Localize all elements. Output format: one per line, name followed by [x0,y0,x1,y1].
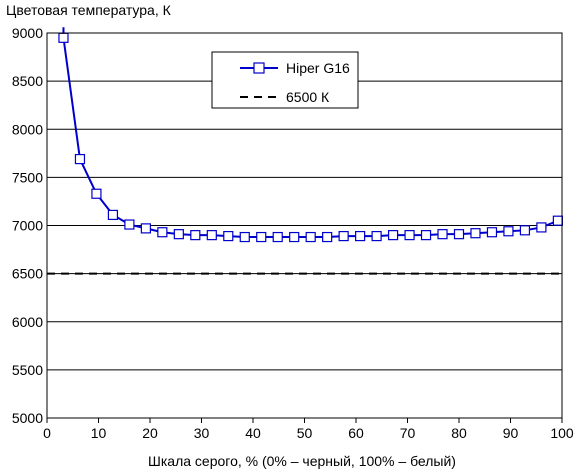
hiper-data-point [239,231,250,243]
y-tick-label: 6000 [12,314,43,330]
y-tick-label: 5000 [12,410,43,426]
hiper-data-point [503,226,514,237]
x-tick-label: 80 [451,425,467,441]
x-axis-title: Шкала серого, % (0% – черный, 100% – бел… [148,453,456,469]
x-tick-label: 100 [550,425,574,441]
y-tick-labels: 5000 5500 6000 6500 7000 7500 8000 8500 9000 [12,25,43,426]
hiper-data-point [91,188,102,199]
hiper-data-point [256,231,267,243]
hiper-data-point [173,229,184,240]
hiper-data-point [322,231,333,243]
y-tick-label: 8500 [12,73,43,89]
hiper-data-point [338,230,349,242]
x-tick-label: 20 [142,425,158,441]
y-axis-title: Цветовая температура, К [6,2,172,18]
legend-marker-hiper [253,62,265,74]
y-tick-label: 7500 [12,169,43,185]
hiper-data-point [190,230,201,241]
hiper-data-point [470,228,481,239]
x-tick-label: 0 [43,425,51,441]
hiper-data-point [107,209,119,221]
legend-label-6500: 6500 К [286,89,330,105]
hiper-data-point [272,231,283,243]
hiper-data-point [206,230,217,241]
y-tick-label: 7000 [12,218,43,234]
y-tick-label: 9000 [12,25,43,41]
hiper-data-point [420,230,432,241]
hiper-data-point [519,225,531,236]
hiper-data-point [552,215,563,226]
legend-box [211,51,359,109]
hiper-data-point [437,229,448,240]
hiper-data-point [486,227,498,238]
hiper-data-point [157,227,168,238]
hiper-data-point [58,32,69,43]
hiper-data-point [404,230,415,241]
hiper-data-point [387,230,399,241]
y-tick-label: 6500 [12,266,43,282]
hiper-data-point [124,219,135,230]
x-tick-label: 70 [400,425,416,441]
hiper-data-point [536,222,547,233]
hiper-data-point [289,231,300,243]
hiper-data-point [371,230,382,242]
x-tick-marks [46,418,563,423]
x-tick-label: 30 [194,425,210,441]
y-tick-label: 8000 [12,121,43,137]
x-tick-label: 50 [297,425,313,441]
x-tick-label: 90 [503,425,519,441]
hiper-data-point [140,223,151,234]
legend: Hiper G16 6500 К [211,51,359,109]
x-tick-labels: 0 10 20 30 40 50 60 70 80 90 100 [43,425,574,441]
hiper-data-point [453,229,465,240]
x-tick-label: 60 [348,425,364,441]
hiper-data-point [305,231,316,243]
x-tick-label: 10 [91,425,107,441]
plot-frame [46,32,563,419]
hiper-data-point [223,230,234,242]
x-tick-label: 40 [245,425,261,441]
hiper-data-point [355,230,366,242]
hiper-data-point [74,153,86,165]
y-tick-label: 5500 [12,362,43,378]
legend-label-hiper: Hiper G16 [286,60,350,76]
